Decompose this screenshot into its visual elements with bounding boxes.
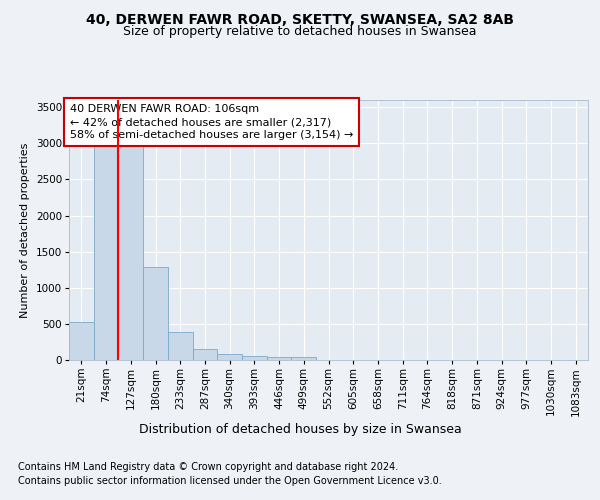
Bar [118,144,143,360]
Bar [267,357,292,360]
Text: Contains public sector information licensed under the Open Government Licence v3: Contains public sector information licen… [18,476,442,486]
Y-axis label: Number of detached properties: Number of detached properties [20,142,30,318]
Bar [217,354,242,360]
Text: Size of property relative to detached houses in Swansea: Size of property relative to detached ho… [123,25,477,38]
Bar [242,356,267,360]
Text: Distribution of detached houses by size in Swansea: Distribution of detached houses by size … [139,422,461,436]
Bar [94,144,118,360]
Bar [143,267,168,360]
Text: 40, DERWEN FAWR ROAD, SKETTY, SWANSEA, SA2 8AB: 40, DERWEN FAWR ROAD, SKETTY, SWANSEA, S… [86,12,514,26]
Bar [292,357,316,360]
Bar [168,332,193,360]
Bar [69,322,94,360]
Text: Contains HM Land Registry data © Crown copyright and database right 2024.: Contains HM Land Registry data © Crown c… [18,462,398,472]
Bar [193,349,217,360]
Text: 40 DERWEN FAWR ROAD: 106sqm
← 42% of detached houses are smaller (2,317)
58% of : 40 DERWEN FAWR ROAD: 106sqm ← 42% of det… [70,104,353,141]
